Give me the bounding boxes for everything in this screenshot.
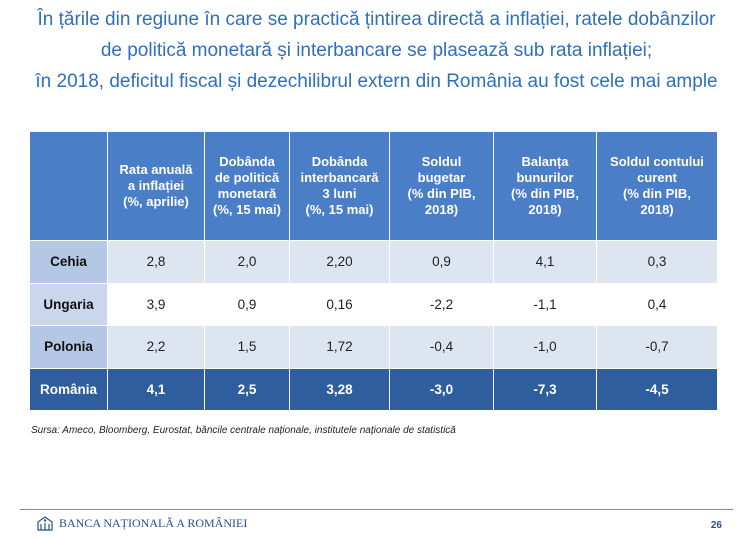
source-note: Sursa: Ameco, Bloomberg, Eurostat, bănci… [31,425,456,436]
table-cell: 4,1 [493,240,597,284]
table-cell: -0,4 [389,325,494,369]
bank-emblem-icon [37,516,53,531]
logo-text: BANCA NAȚIONALĂ A ROMÂNIEI [59,515,248,530]
row-label: România [29,367,108,411]
comparison-table: Rata anuală a inflației (%, aprilie) Dobân… [29,131,718,411]
table-cell: 1,72 [289,325,390,369]
table-cell: 0,4 [596,282,718,326]
bnr-logo: BANCA NAȚIONALĂ A ROMÂNIEI [36,515,247,531]
title-line-1: În țările din regiune în care se practic… [37,9,716,30]
column-header: Rata anuală a inflației (%, aprilie) [107,131,205,241]
table-cell: 4,1 [107,367,205,411]
column-header: Balanța bunurilor (% din PIB, 2018) [493,131,597,241]
table-cell: 1,5 [204,325,290,369]
page-number: 26 [710,520,722,531]
table-cell: -3,0 [389,367,494,411]
table-header-row: Rata anuală a inflației (%, aprilie) Dobân… [29,131,718,241]
row-label: Ungaria [29,282,108,326]
table-cell: 2,20 [289,240,390,284]
table-corner-cell [29,131,108,241]
table-cell: 2,8 [107,240,205,284]
table-cell: -2,2 [389,282,494,326]
column-header: Soldul contului curent (% din PIB, 2018) [596,131,718,241]
table-cell: 0,16 [289,282,390,326]
column-header: Dobânda de politică monetară (%, 15 mai) [204,131,290,241]
title-line-2: de politică monetară și interbancare se … [100,40,653,61]
column-header: Soldul bugetar (% din PIB, 2018) [389,131,494,241]
table-cell: 0,9 [389,240,494,284]
table-row: Polonia 2,2 1,5 1,72 -0,4 -1,0 -0,7 [29,325,718,369]
title-line-3: în 2018, deficitul fiscal și dezechilibr… [35,71,718,92]
table-cell: -7,3 [493,367,597,411]
table-cell: 2,0 [204,240,290,284]
table-row: Cehia 2,8 2,0 2,20 0,9 4,1 0,3 [29,240,718,284]
table-cell: 0,9 [204,282,290,326]
footer-divider [20,509,733,510]
table-cell: 3,9 [107,282,205,326]
table-cell: -1,1 [493,282,597,326]
table-cell: 3,28 [289,367,390,411]
table-cell: -4,5 [596,367,718,411]
column-header: Dobânda interbancară 3 luni (%, 15 mai) [289,131,390,241]
table-cell: -0,7 [596,325,718,369]
slide-title: În țările din regiune în care se practic… [0,4,753,97]
table-cell: 2,5 [204,367,290,411]
row-label: Polonia [29,325,108,369]
table-cell: 2,2 [107,325,205,369]
table-row-highlight: România 4,1 2,5 3,28 -3,0 -7,3 -4,5 [29,367,718,411]
table-cell: 0,3 [596,240,718,284]
table-row: Ungaria 3,9 0,9 0,16 -2,2 -1,1 0,4 [29,282,718,326]
table-cell: -1,0 [493,325,597,369]
row-label: Cehia [29,240,108,284]
